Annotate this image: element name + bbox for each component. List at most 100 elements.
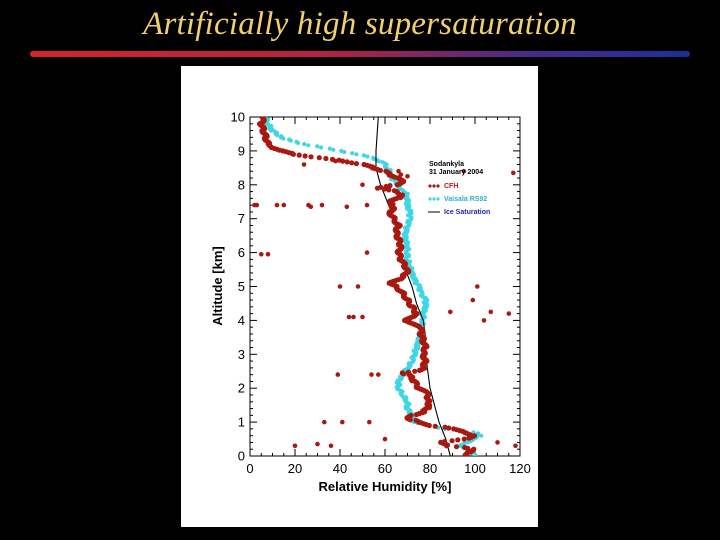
cfh-outlier-point	[274, 202, 280, 208]
legend: Sodankyla 31 January 2004 CFH Vaisala RS…	[428, 161, 490, 216]
y-tick-label: 0	[238, 449, 245, 464]
legend-marker-rs92	[428, 197, 432, 201]
cfh-point	[323, 155, 329, 162]
rs92-point	[361, 153, 366, 158]
cfh-point	[377, 167, 383, 173]
axis-ticks: 0 20 40 60 80 100 120 0 1 2 3 4 5 6 7 8 9 10	[231, 110, 531, 477]
cfh-point	[426, 422, 432, 429]
cfh-point	[463, 453, 469, 456]
cfh-outlier-point	[475, 284, 480, 289]
cfh-outlier-point	[364, 202, 370, 208]
rs92-point	[350, 151, 355, 156]
legend-label-ice-saturation: Ice Saturation	[444, 209, 490, 216]
cfh-point	[401, 371, 407, 377]
x-tick-label: 20	[288, 461, 302, 476]
cfh-outlier-point	[322, 419, 327, 425]
rs92-point	[319, 145, 324, 150]
rs92-point	[403, 406, 408, 411]
cfh-point	[316, 155, 322, 161]
y-tick-label: 10	[231, 110, 245, 125]
rs92-point	[472, 453, 478, 456]
cfh-outlier-point	[488, 309, 494, 315]
cfh-point	[412, 368, 418, 374]
cfh-point	[449, 438, 455, 444]
rs92-point	[365, 154, 370, 159]
y-axis-title: Altitude [km]	[210, 246, 225, 325]
legend-marker-cfh	[432, 184, 436, 188]
y-tick-label: 7	[238, 211, 245, 226]
cfh-outlier-point	[265, 252, 271, 257]
rs92-point	[306, 143, 311, 148]
cfh-point	[414, 411, 420, 418]
rs92-point	[400, 394, 405, 399]
plot-area	[252, 117, 518, 456]
rs92-point	[268, 128, 274, 133]
rs92-point	[410, 360, 415, 365]
title-underline-rule	[30, 51, 690, 57]
rs92-point	[465, 440, 470, 445]
annotation-line-1: Sodankyla	[429, 161, 464, 168]
cfh-outlier-point	[344, 204, 350, 210]
cfh-outlier-point	[328, 443, 334, 449]
cfh-outlier-point	[340, 419, 345, 425]
cfh-outlier-point	[301, 162, 307, 167]
cfh-point	[349, 160, 355, 166]
cfh-point	[446, 425, 452, 431]
legend-entry-rs92: Vaisala RS92	[428, 196, 487, 203]
humidity-profile-chart: 0 20 40 60 80 100 120 0 1 2 3 4 5 6 7 8 9 10 Sodankyla 31…	[210, 110, 531, 495]
cfh-point	[466, 435, 472, 441]
cfh-outlier-point	[448, 309, 453, 315]
cfh-outlier-point	[470, 297, 476, 303]
cfh-point	[296, 152, 302, 158]
rs92-point	[331, 147, 336, 152]
cfh-outlier-point	[360, 314, 365, 320]
cfh-point	[386, 187, 392, 193]
data-layer	[252, 117, 518, 456]
cfh-outlier-point	[335, 372, 341, 377]
rs92-point	[376, 159, 381, 164]
legend-label-cfh: CFH	[444, 183, 458, 190]
legend-marker-rs92	[436, 197, 440, 201]
cfh-point	[417, 367, 423, 373]
cfh-outlier-point	[319, 202, 325, 208]
cfh-outlier-point	[315, 441, 320, 447]
rs92-point	[275, 133, 280, 138]
rs92-point	[302, 142, 307, 147]
cfh-point	[455, 437, 461, 443]
cfh-outlier-point	[281, 202, 287, 208]
cfh-point	[302, 153, 308, 159]
cfh-outlier-point	[367, 419, 372, 425]
cfh-outlier-point	[371, 165, 377, 171]
cfh-outlier-point	[461, 168, 467, 174]
cfh-point	[344, 159, 350, 165]
x-tick-label: 40	[333, 461, 347, 476]
rs92-point	[479, 433, 484, 438]
cfh-point	[394, 182, 400, 188]
y-tick-label: 5	[238, 279, 245, 294]
legend-label-rs92: Vaisala RS92	[444, 196, 487, 203]
y-tick-label: 1	[238, 415, 245, 430]
cfh-outlier-point	[351, 314, 356, 320]
cfh-outlier-point	[337, 284, 343, 289]
cfh-point	[465, 445, 471, 451]
cfh-outlier-point	[254, 202, 260, 208]
x-axis-title: Relative Humidity [%]	[319, 479, 452, 494]
cfh-outlier-point	[376, 372, 381, 377]
cfh-outlier-point	[364, 250, 370, 255]
slide-title: Artificially high supersaturation	[143, 6, 577, 42]
rs92-point	[288, 138, 293, 143]
cfh-point	[290, 151, 296, 157]
y-tick-label: 3	[238, 347, 245, 362]
x-tick-label: 80	[423, 461, 437, 476]
cfh-outlier-point	[259, 252, 264, 257]
cfh-outlier-point	[495, 440, 500, 445]
cfh-point	[353, 161, 359, 167]
cfh-outlier-point	[333, 158, 338, 164]
cfh-outlier-point	[308, 204, 314, 210]
cfh-outlier-point	[369, 372, 374, 377]
cfh-point	[444, 443, 450, 449]
rs92-point	[295, 140, 301, 146]
rs92-point	[315, 144, 320, 149]
cfh-outlier-point	[382, 436, 388, 442]
y-tick-label: 9	[238, 143, 245, 158]
